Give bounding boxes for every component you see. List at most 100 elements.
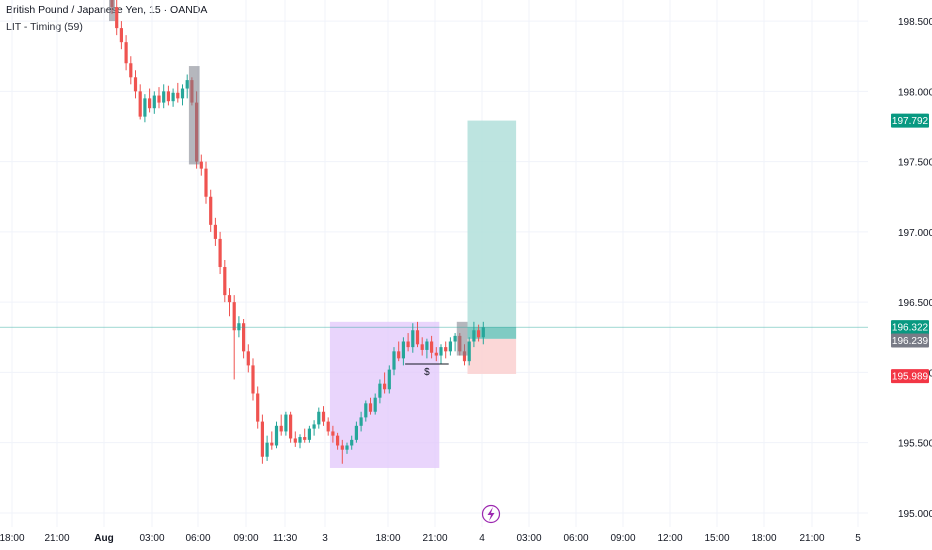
candle-body [265,442,269,457]
target-price-tag [891,113,929,128]
time-tick-label: 15:00 [704,533,729,544]
lightning-icon[interactable] [481,504,501,524]
candle [298,434,302,449]
candle-body [115,7,119,29]
candle-body [434,352,438,356]
candle-body [467,341,471,362]
candle [138,84,142,120]
candle-body [213,224,217,239]
candle [213,217,217,246]
candle-body [293,438,297,443]
open-pnl-zone [467,327,517,339]
candle [383,372,387,394]
candle-body [368,403,373,412]
overlays-layer: $ [0,0,868,378]
candle-body [256,393,260,422]
candle [430,335,434,359]
candle-body [119,28,123,43]
candle-body [425,341,429,350]
candle-body [359,417,363,426]
candle [397,341,401,362]
candle [227,288,232,317]
candle [152,91,156,114]
candle [209,189,213,232]
candle-body [171,92,175,102]
candle-body [129,63,133,78]
candle-body [364,403,368,418]
time-tick-label: 21:00 [422,533,447,544]
candle [133,70,138,99]
candle [472,321,476,348]
candle-body [321,411,326,422]
candle [270,431,274,450]
candle [129,56,133,85]
candle-body [326,421,330,432]
candle-body [472,330,476,342]
candle-body [209,196,213,225]
candle-body [307,428,311,440]
candle-body [397,351,401,359]
candle [411,323,415,353]
candle-body [336,435,340,446]
candle-body [448,341,452,352]
time-tick-label: 06:00 [185,533,210,544]
target-price-tag-text: 197.792 [892,116,929,127]
candle [157,87,161,109]
candle [148,88,152,113]
candle [415,321,420,348]
candle [368,397,373,415]
candle-body [477,330,481,338]
candle [307,425,311,443]
candle [387,365,391,394]
candle-body [289,414,293,439]
candle [171,88,175,107]
candle [439,344,443,364]
candle-body [373,397,377,412]
candle [265,435,269,461]
time-tick-label: 18:00 [751,533,776,544]
candle-body [298,437,302,443]
candle [350,435,354,450]
price-axis[interactable]: 198.500198.000197.500197.000196.500196.0… [898,17,932,520]
candle-body [227,295,232,303]
candle-body [270,442,274,446]
candle [242,319,246,359]
candle [359,411,363,432]
time-tick-label: 03:00 [516,533,541,544]
lightning-icon-ring [481,504,501,524]
chart-title: British Pound / Japanese Yen, 15 · OANDA [6,4,208,16]
time-tick-label: 09:00 [610,533,635,544]
candle [166,85,170,106]
candle-body [218,238,222,268]
candle [218,231,222,275]
candle-body [317,411,321,425]
candle [124,35,128,71]
candle-body [143,98,147,117]
stop-price-tag-text: 195.989 [892,372,929,383]
candle [176,82,180,103]
candle-body [420,344,424,350]
candle [481,321,485,345]
candle [453,333,457,352]
price-tick-label: 197.500 [898,158,932,169]
candle [345,442,349,454]
candle-body [411,330,415,348]
candle [312,420,316,436]
candle-body [406,341,410,348]
target-zone [467,120,517,339]
candle-body [415,330,420,345]
candle [180,84,185,106]
grid-lines [0,0,868,527]
time-tick-label: 09:00 [233,533,258,544]
lightning-icon-bolt [487,507,495,521]
timing-box [188,66,200,165]
current-price-tag [891,320,929,335]
indicator-label[interactable]: LIT - Timing (59) [6,21,83,33]
candle-body [124,42,128,64]
candle [232,295,236,380]
time-tick-label: 18:00 [0,533,25,544]
time-axis[interactable]: 18:00 21:00 Aug 03:00 06:00 09:00 11:30 3 18:00 2… [0,533,861,544]
candle-body [481,327,485,338]
candle [223,259,227,303]
